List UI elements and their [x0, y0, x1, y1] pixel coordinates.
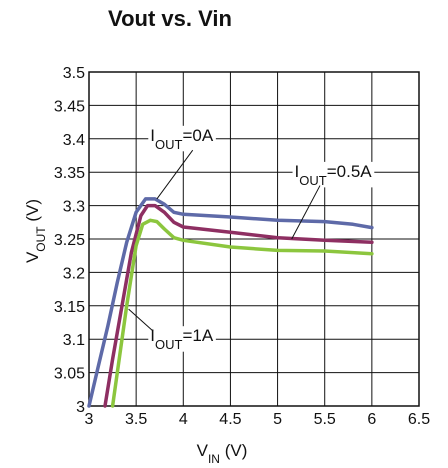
- tick-labels: 3 3.5 4 4.5 5 5.5 6 6.5 3 3.05 3.1 3.15 3.2 3.25 3.3 3.…: [54, 65, 430, 428]
- series-label-1: IOUT=0.5A: [295, 162, 373, 188]
- y-tick-label: 3.15: [54, 299, 85, 316]
- x-axis-label: VIN (V): [197, 441, 248, 466]
- series-line-2: [110, 218, 374, 408]
- series-label-background: [148, 125, 216, 152]
- y-tick-label: 3.2: [63, 265, 85, 282]
- y-tick-label: 3.45: [54, 98, 85, 115]
- annotations: IOUT=0A IOUT=0.5A IOUT=1A: [128, 125, 375, 352]
- x-tick-label: 6: [367, 411, 376, 428]
- x-tick-label: 4: [179, 411, 188, 428]
- x-tick-label: 4.5: [219, 411, 241, 428]
- plot-frame: [88, 71, 420, 407]
- series-label-2: IOUT=1A: [150, 326, 214, 352]
- y-tick-label: 3: [76, 399, 85, 416]
- y-tick-label: 3.5: [63, 65, 85, 82]
- y-tick-label: 3.25: [54, 232, 85, 249]
- chart-title: Vout vs. Vin: [108, 6, 232, 31]
- x-tick-label: 3.5: [125, 411, 147, 428]
- series-line-1: [103, 203, 374, 408]
- x-tick-label: 3: [85, 411, 94, 428]
- series-label-background: [292, 161, 375, 188]
- leader-line-2: [128, 308, 154, 332]
- x-tick-label: 5.5: [314, 411, 336, 428]
- y-tick-label: 3.05: [54, 366, 85, 383]
- y-tick-label: 3.3: [63, 199, 85, 216]
- leader-line-1: [291, 185, 321, 240]
- y-axis-label: VOUT (V): [23, 199, 48, 263]
- x-tick-label: 6.5: [408, 411, 430, 428]
- leader-line-0: [156, 149, 194, 200]
- series-label-background: [148, 326, 216, 352]
- x-tick-label: 5: [273, 411, 282, 428]
- y-tick-label: 3.35: [54, 165, 85, 182]
- y-tick-label: 3.4: [63, 132, 85, 149]
- y-tick-label: 3.1: [63, 332, 85, 349]
- series-label-0: IOUT=0A: [150, 126, 214, 152]
